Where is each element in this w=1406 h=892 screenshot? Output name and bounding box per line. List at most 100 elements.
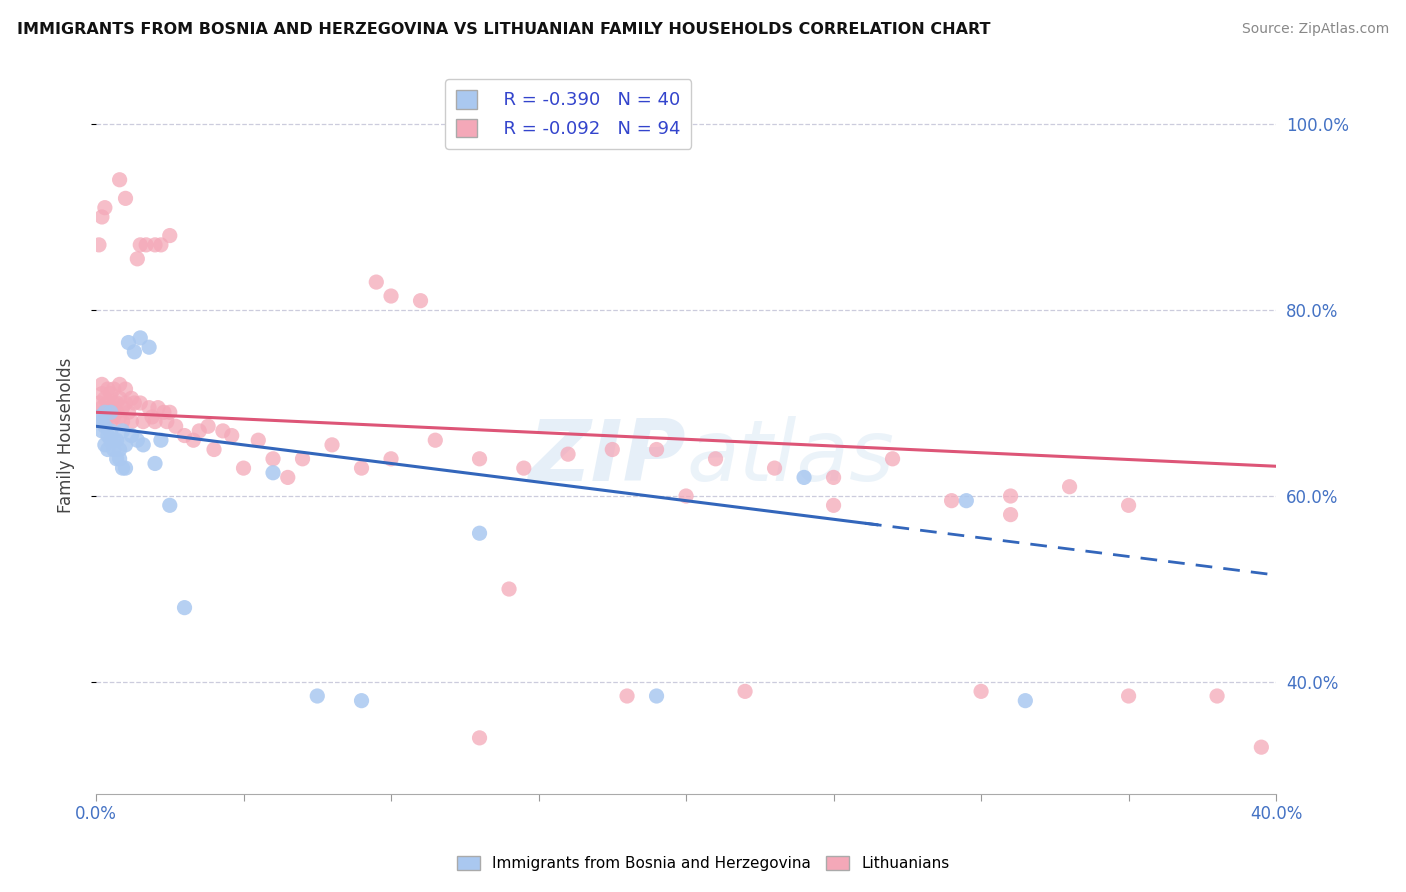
Point bbox=[1059, 480, 1081, 494]
Point bbox=[202, 442, 225, 457]
Point bbox=[94, 201, 117, 215]
Point bbox=[380, 451, 402, 466]
Point bbox=[823, 499, 845, 513]
Point bbox=[156, 415, 179, 429]
Point bbox=[100, 434, 122, 448]
Point bbox=[291, 451, 314, 466]
Point bbox=[138, 401, 160, 415]
Point bbox=[87, 409, 110, 424]
Point bbox=[100, 401, 122, 415]
Point bbox=[114, 461, 136, 475]
Point bbox=[704, 451, 727, 466]
Point bbox=[94, 419, 117, 434]
Point bbox=[262, 466, 284, 480]
Point bbox=[970, 684, 993, 698]
Point bbox=[114, 191, 136, 205]
Point bbox=[138, 340, 160, 354]
Point bbox=[600, 442, 623, 457]
Point bbox=[380, 289, 402, 303]
Point bbox=[108, 173, 131, 187]
Point bbox=[183, 434, 205, 448]
Point bbox=[120, 392, 142, 406]
Point bbox=[94, 392, 117, 406]
Point bbox=[159, 499, 181, 513]
Point bbox=[114, 382, 136, 396]
Point bbox=[557, 447, 579, 461]
Point bbox=[153, 405, 176, 419]
Point bbox=[675, 489, 697, 503]
Point bbox=[221, 428, 243, 442]
Point bbox=[366, 275, 388, 289]
Point bbox=[173, 428, 195, 442]
Point bbox=[94, 415, 117, 429]
Point bbox=[108, 377, 131, 392]
Point bbox=[120, 428, 142, 442]
Point bbox=[97, 382, 120, 396]
Point bbox=[149, 238, 172, 252]
Point bbox=[87, 396, 110, 410]
Point bbox=[105, 405, 128, 419]
Point bbox=[425, 434, 447, 448]
Point bbox=[498, 582, 520, 596]
Point bbox=[114, 438, 136, 452]
Point bbox=[132, 438, 155, 452]
Point bbox=[350, 461, 373, 475]
Point bbox=[103, 382, 125, 396]
Point bbox=[616, 689, 638, 703]
Point bbox=[90, 377, 112, 392]
Point bbox=[97, 442, 120, 457]
Point bbox=[232, 461, 254, 475]
Point bbox=[1000, 489, 1022, 503]
Point bbox=[823, 470, 845, 484]
Point bbox=[114, 396, 136, 410]
Point bbox=[103, 434, 125, 448]
Point bbox=[1250, 740, 1272, 755]
Point bbox=[90, 386, 112, 401]
Point bbox=[321, 438, 343, 452]
Point bbox=[513, 461, 536, 475]
Point bbox=[111, 401, 134, 415]
Point bbox=[132, 415, 155, 429]
Point bbox=[143, 238, 166, 252]
Point bbox=[100, 386, 122, 401]
Point bbox=[90, 210, 112, 224]
Point bbox=[108, 392, 131, 406]
Point bbox=[111, 424, 134, 438]
Point bbox=[94, 405, 117, 419]
Point bbox=[108, 451, 131, 466]
Point bbox=[1000, 508, 1022, 522]
Point bbox=[141, 409, 163, 424]
Point bbox=[97, 428, 120, 442]
Point bbox=[143, 415, 166, 429]
Point bbox=[173, 600, 195, 615]
Point bbox=[277, 470, 299, 484]
Point bbox=[94, 438, 117, 452]
Point bbox=[100, 405, 122, 419]
Point bbox=[100, 424, 122, 438]
Point bbox=[468, 451, 491, 466]
Text: IMMIGRANTS FROM BOSNIA AND HERZEGOVINA VS LITHUANIAN FAMILY HOUSEHOLDS CORRELATI: IMMIGRANTS FROM BOSNIA AND HERZEGOVINA V… bbox=[17, 22, 990, 37]
Text: atlas: atlas bbox=[686, 416, 894, 499]
Point bbox=[127, 434, 149, 448]
Point bbox=[1014, 693, 1036, 707]
Point bbox=[645, 689, 668, 703]
Point bbox=[105, 451, 128, 466]
Text: ZIP: ZIP bbox=[529, 416, 686, 499]
Point bbox=[129, 331, 152, 345]
Point bbox=[188, 424, 211, 438]
Point bbox=[103, 409, 125, 424]
Point bbox=[90, 401, 112, 415]
Point bbox=[135, 238, 157, 252]
Point bbox=[94, 405, 117, 419]
Point bbox=[1118, 689, 1140, 703]
Point bbox=[105, 396, 128, 410]
Legend: Immigrants from Bosnia and Herzegovina, Lithuanians: Immigrants from Bosnia and Herzegovina, … bbox=[450, 850, 956, 877]
Point bbox=[143, 457, 166, 471]
Point bbox=[146, 401, 169, 415]
Point bbox=[350, 693, 373, 707]
Point bbox=[100, 415, 122, 429]
Y-axis label: Family Households: Family Households bbox=[58, 358, 75, 513]
Point bbox=[87, 238, 110, 252]
Point bbox=[734, 684, 756, 698]
Point bbox=[307, 689, 329, 703]
